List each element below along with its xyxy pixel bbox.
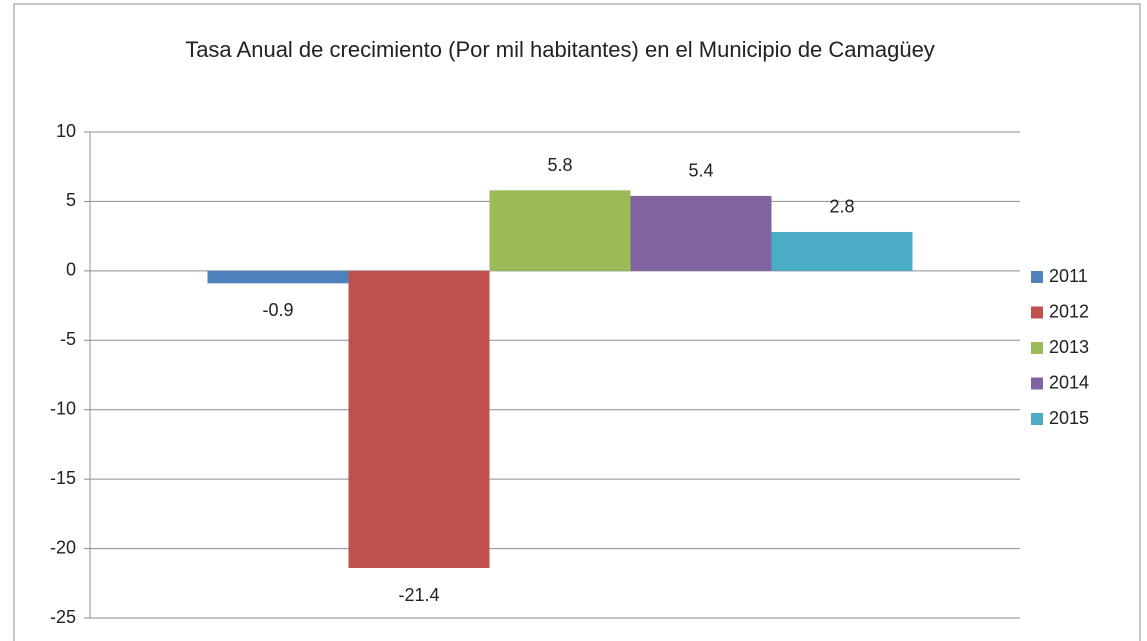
y-tick-label: -10 bbox=[50, 398, 76, 418]
legend-swatch bbox=[1031, 306, 1043, 319]
data-label: -0.9 bbox=[262, 300, 293, 320]
y-tick-label: -5 bbox=[60, 329, 76, 349]
y-tick-label: 0 bbox=[66, 260, 76, 280]
y-tick-label: 5 bbox=[66, 190, 76, 210]
y-tick-label: 10 bbox=[56, 121, 76, 141]
chart-frame bbox=[13, 3, 1141, 641]
legend-label: 2013 bbox=[1049, 337, 1089, 357]
data-label: 5.4 bbox=[688, 161, 713, 181]
legend-label: 2011 bbox=[1049, 266, 1088, 286]
bar bbox=[207, 270, 349, 284]
legend-swatch bbox=[1031, 342, 1043, 354]
data-label: 2.8 bbox=[829, 197, 854, 217]
data-label: 5.8 bbox=[547, 155, 572, 175]
legend-label: 2012 bbox=[1049, 301, 1089, 321]
legend-swatch bbox=[1031, 377, 1043, 390]
data-label: -21.4 bbox=[398, 585, 439, 605]
bar bbox=[348, 270, 490, 569]
bar bbox=[489, 190, 631, 271]
bar bbox=[771, 231, 913, 271]
legend-swatch bbox=[1031, 271, 1043, 283]
chart-title: Tasa Anual de crecimiento (Por mil habit… bbox=[185, 37, 935, 62]
y-tick-label: -15 bbox=[50, 468, 76, 488]
legend-label: 2014 bbox=[1049, 372, 1089, 392]
bar bbox=[630, 195, 772, 271]
legend-swatch bbox=[1031, 413, 1043, 425]
y-tick-label: -25 bbox=[50, 607, 76, 627]
legend-label: 2015 bbox=[1049, 408, 1089, 428]
y-tick-label: -20 bbox=[50, 537, 76, 557]
